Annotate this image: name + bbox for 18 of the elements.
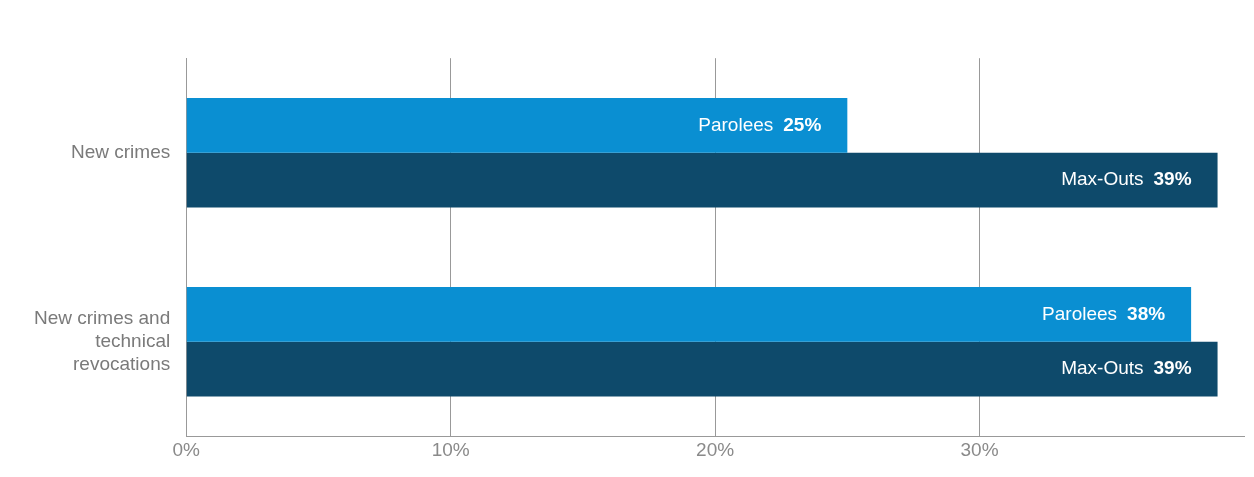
x-tick-label: 10% [431, 438, 470, 460]
bar [186, 152, 1218, 208]
bar [186, 286, 1192, 342]
data-label: 38% [1127, 302, 1166, 324]
bar [186, 341, 1218, 397]
x-tick-label: 20% [696, 438, 735, 460]
text: Parolees [698, 113, 774, 135]
text: Max-Outs [1061, 168, 1144, 190]
y-tick-label: New crimes [70, 140, 171, 162]
x-tick-label: 0% [172, 438, 201, 460]
y-tick-label: New crimes and technical revocations [33, 307, 171, 374]
series-label: Max-Outs [1061, 357, 1144, 379]
data-label: 25% [783, 113, 822, 135]
data-label: 39% [1153, 168, 1192, 190]
series-label: Parolees [1042, 302, 1118, 324]
data-label: 39% [1153, 357, 1192, 379]
bar [186, 97, 848, 153]
x-tick-label: 30% [960, 438, 999, 460]
